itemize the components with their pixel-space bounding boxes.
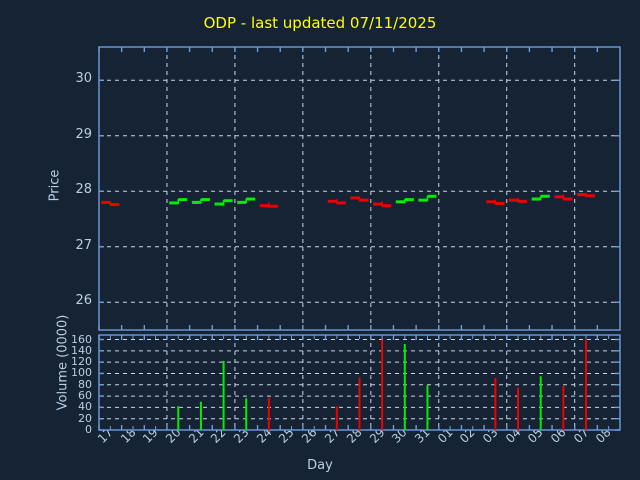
volume-tick-label: 40 xyxy=(78,400,92,414)
volume-tick-label: 160 xyxy=(71,332,92,346)
volume-tick-label: 20 xyxy=(78,411,92,425)
price-tick-label: 26 xyxy=(75,293,92,309)
price-panel-border xyxy=(98,46,621,331)
day-axis-label: Day xyxy=(307,458,333,473)
price-tick-label: 28 xyxy=(75,182,92,198)
volume-tick-label: 120 xyxy=(71,355,92,369)
volume-tick-label: 0 xyxy=(85,423,92,436)
volume-tick-label: 140 xyxy=(71,343,92,357)
volume-tick-label: 100 xyxy=(71,366,92,380)
price-tick-label: 29 xyxy=(75,126,92,142)
price-panel-background xyxy=(99,47,620,330)
price-tick-label: 27 xyxy=(75,237,92,253)
price-tick-label: 30 xyxy=(75,71,92,87)
volume-tick-label: 80 xyxy=(78,377,92,391)
chart-title: ODP - last updated 07/11/2025 xyxy=(203,14,437,32)
volume-tick-label: 60 xyxy=(78,389,92,403)
